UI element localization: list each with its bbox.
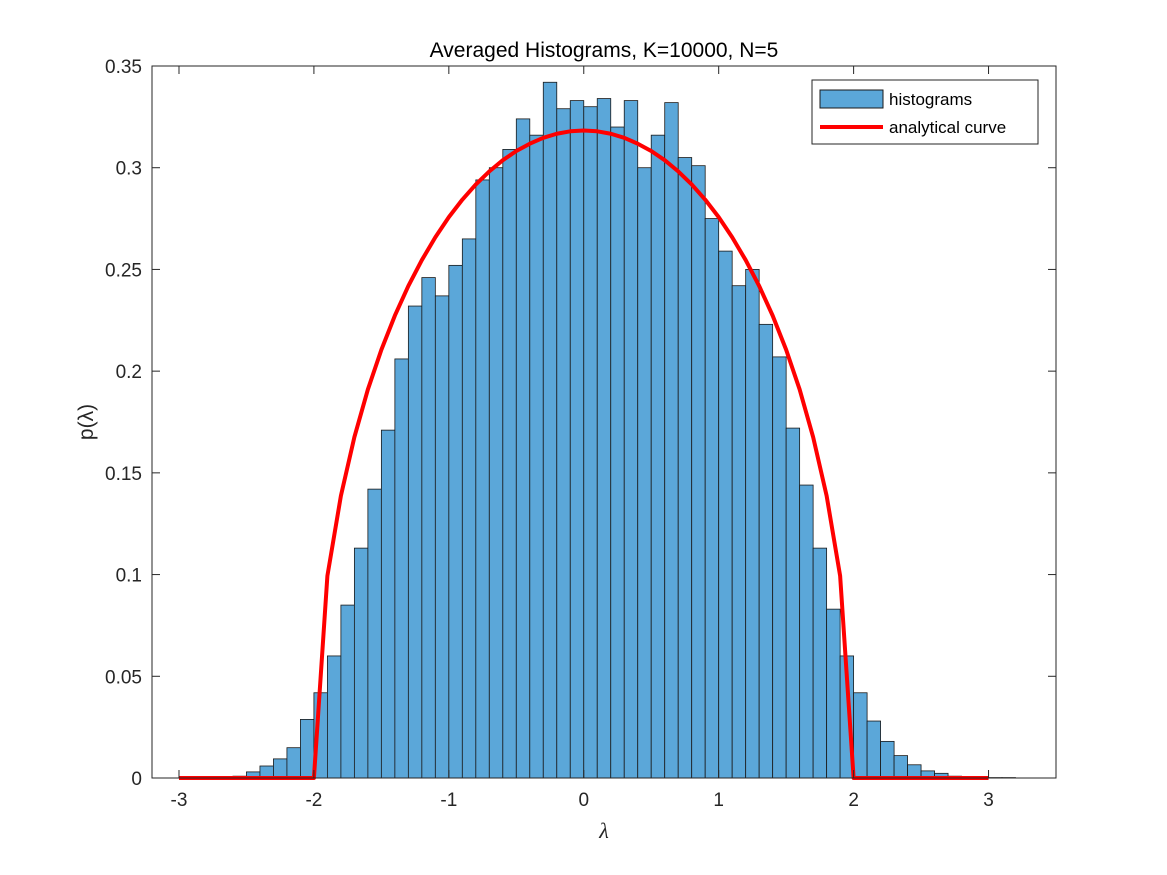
histogram-bar (610, 126, 625, 779)
legend: histograms analytical curve (811, 79, 1039, 145)
histogram-bar (745, 269, 760, 779)
y-axis-ticks: 0 0.05 0.1 0.15 0.2 0.25 0.3 0.35 (105, 57, 1056, 790)
histogram-bar (448, 264, 463, 779)
x-tick-label: 3 (983, 790, 994, 811)
histogram-bar (407, 305, 423, 779)
y-tick-label: 0.25 (105, 260, 142, 281)
histogram-bar (367, 488, 382, 779)
histogram-bar (326, 655, 342, 779)
y-tick-label: 0 (131, 769, 142, 790)
histogram-bar (650, 134, 666, 779)
histogram-bar (623, 100, 639, 779)
y-tick-label: 0.1 (116, 566, 142, 587)
histogram-bar (731, 285, 747, 779)
histogram-bar (866, 720, 881, 779)
histogram-bar (286, 747, 301, 779)
histogram-bar (421, 277, 436, 779)
histogram-bar (664, 102, 679, 779)
histogram-bar (691, 165, 706, 779)
histogram-bar (812, 547, 828, 779)
histogram-bar (677, 157, 693, 779)
histogram-bar (353, 547, 369, 779)
legend-histogram-label: histograms (889, 90, 972, 109)
x-tick-label: -2 (305, 790, 322, 811)
chart-title: Averaged Histograms, K=10000, N=5 (430, 39, 779, 62)
axes-box (151, 65, 1057, 779)
histogram-bar (637, 167, 652, 779)
histogram-bar (488, 167, 504, 779)
histogram-bar (893, 755, 908, 779)
histogram-bar (758, 323, 774, 779)
histogram-bar (461, 238, 477, 779)
histogram-bar (880, 740, 895, 779)
x-axis-label: λ (598, 818, 609, 843)
legend-histogram-swatch (819, 89, 884, 109)
histogram-bar (785, 427, 801, 779)
histogram-bar (853, 692, 868, 779)
histogram-bar (772, 356, 787, 779)
histogram-bar (434, 295, 450, 779)
histogram-bar (826, 608, 841, 779)
y-tick-label: 0.35 (105, 57, 142, 78)
histogram-bar (596, 98, 612, 779)
histogram-bar (542, 81, 558, 779)
y-tick-label: 0.2 (116, 362, 142, 383)
histogram-bar (556, 108, 571, 779)
x-tick-label: -3 (171, 790, 188, 811)
histogram-bar (475, 179, 490, 779)
histogram-bar (340, 604, 355, 779)
x-tick-label: 2 (848, 790, 859, 811)
histogram-bar (515, 118, 531, 779)
histogram-bar (704, 218, 720, 779)
histogram-bar (273, 758, 288, 779)
histogram-bar (380, 429, 396, 779)
y-tick-label: 0.3 (116, 159, 142, 180)
histogram-bar (799, 484, 814, 779)
histogram-bar (394, 358, 409, 779)
y-tick-label: 0.15 (105, 464, 142, 485)
histogram-bar (529, 134, 544, 779)
x-tick-label: 1 (713, 790, 724, 811)
histogram-bar (300, 719, 315, 779)
y-tick-label: 0.05 (105, 667, 142, 688)
histogram-bar (569, 100, 585, 779)
histogram-bar (583, 106, 598, 779)
x-tick-label: -1 (440, 790, 457, 811)
y-axis-label: p(λ) (75, 404, 98, 440)
legend-curve-label: analytical curve (889, 118, 1006, 137)
histogram-bar (718, 250, 733, 779)
histogram-bar (502, 149, 517, 779)
x-axis-ticks: -3 -2 -1 0 1 2 3 (171, 66, 994, 811)
x-tick-label: 0 (578, 790, 589, 811)
histogram-bars (178, 81, 1016, 779)
